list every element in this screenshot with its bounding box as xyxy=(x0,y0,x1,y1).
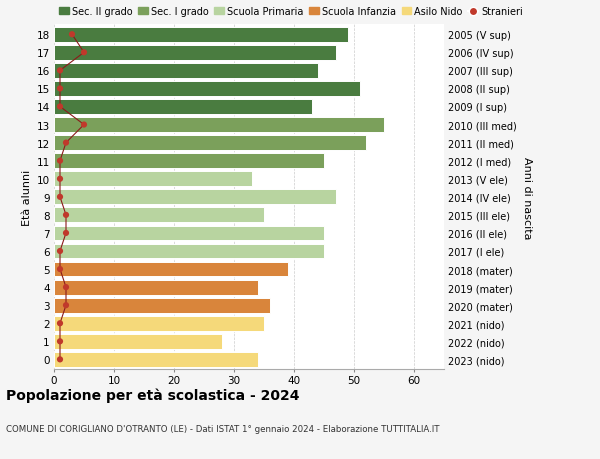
Bar xyxy=(54,280,258,295)
Bar xyxy=(54,28,348,43)
Point xyxy=(79,122,89,129)
Text: COMUNE DI CORIGLIANO D'OTRANTO (LE) - Dati ISTAT 1° gennaio 2024 - Elaborazione : COMUNE DI CORIGLIANO D'OTRANTO (LE) - Da… xyxy=(6,425,439,434)
Point xyxy=(55,248,65,255)
Bar xyxy=(54,226,324,241)
Bar xyxy=(54,334,222,349)
Legend: Sec. II grado, Sec. I grado, Scuola Primaria, Scuola Infanzia, Asilo Nido, Stran: Sec. II grado, Sec. I grado, Scuola Prim… xyxy=(59,7,523,17)
Point xyxy=(55,176,65,183)
Bar xyxy=(54,172,252,187)
Bar xyxy=(54,64,318,78)
Bar xyxy=(54,136,366,151)
Bar xyxy=(54,118,384,133)
Point xyxy=(79,50,89,57)
Point xyxy=(67,32,77,39)
Point xyxy=(61,212,71,219)
Text: Popolazione per età scolastica - 2024: Popolazione per età scolastica - 2024 xyxy=(6,388,299,403)
Point xyxy=(61,284,71,291)
Bar xyxy=(54,46,336,61)
Bar xyxy=(54,352,258,367)
Bar xyxy=(54,190,336,205)
Bar xyxy=(54,262,288,277)
Point xyxy=(55,194,65,201)
Point xyxy=(55,85,65,93)
Y-axis label: Anni di nascita: Anni di nascita xyxy=(523,156,532,239)
Point xyxy=(55,356,65,363)
Bar xyxy=(54,298,270,313)
Bar xyxy=(54,100,312,115)
Bar xyxy=(54,82,360,96)
Point xyxy=(55,157,65,165)
Bar xyxy=(54,208,264,223)
Point xyxy=(55,104,65,111)
Point xyxy=(55,338,65,345)
Bar xyxy=(54,316,264,331)
Bar xyxy=(54,244,324,259)
Point xyxy=(55,67,65,75)
Y-axis label: Età alunni: Età alunni xyxy=(22,169,32,225)
Point xyxy=(61,302,71,309)
Point xyxy=(61,140,71,147)
Point xyxy=(55,320,65,327)
Point xyxy=(55,266,65,273)
Point xyxy=(61,230,71,237)
Bar xyxy=(54,154,324,169)
